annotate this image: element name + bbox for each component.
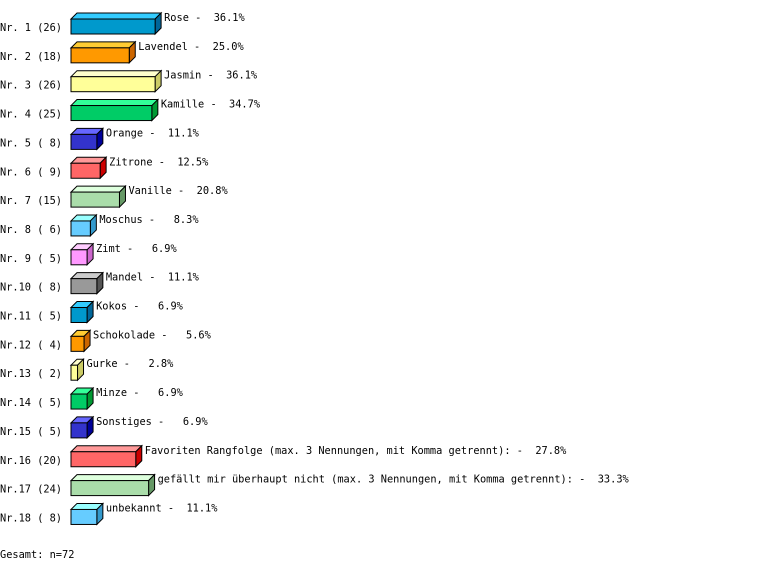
row-label: Nr.11 ( 5) bbox=[0, 311, 62, 323]
data-label: Gurke - 2.8% bbox=[87, 358, 175, 370]
row-label: Nr.10 ( 8) bbox=[0, 282, 62, 294]
data-label: Sonstiges - 6.9% bbox=[96, 416, 208, 428]
bar bbox=[70, 18, 156, 35]
row-label: Nr. 9 ( 5) bbox=[0, 253, 62, 265]
bar bbox=[70, 480, 150, 497]
row-label: Nr. 6 ( 9) bbox=[0, 166, 62, 178]
row-label: Nr.15 ( 5) bbox=[0, 426, 62, 438]
bar bbox=[70, 47, 130, 64]
data-label: Zimt - 6.9% bbox=[96, 243, 177, 255]
row-label: Nr. 3 (26) bbox=[0, 80, 62, 92]
row-label: Nr.17 (24) bbox=[0, 484, 62, 496]
data-label: Lavendel - 25.0% bbox=[138, 41, 244, 53]
row-label: Nr. 4 (25) bbox=[0, 109, 62, 121]
data-label: Kokos - 6.9% bbox=[96, 301, 184, 313]
bar-top bbox=[69, 185, 127, 193]
data-label: unbekannt - 11.1% bbox=[106, 502, 218, 514]
bar-top bbox=[69, 99, 160, 107]
row-label: Nr. 5 ( 8) bbox=[0, 137, 62, 149]
data-label: Zitrone - 12.5% bbox=[109, 156, 209, 168]
bar-top bbox=[69, 445, 143, 453]
row-label: Nr. 8 ( 6) bbox=[0, 224, 62, 236]
bar-top bbox=[69, 41, 137, 49]
row-label: Nr.13 ( 2) bbox=[0, 368, 62, 380]
bar bbox=[70, 393, 88, 410]
bar bbox=[70, 335, 85, 352]
row-label: Nr. 1 (26) bbox=[0, 22, 62, 34]
data-label: gefällt mir überhaupt nicht (max. 3 Nenn… bbox=[158, 474, 630, 486]
bar-top bbox=[69, 70, 163, 78]
bar bbox=[70, 105, 153, 122]
row-label: Nr.16 (20) bbox=[0, 455, 62, 467]
data-label: Rose - 36.1% bbox=[164, 12, 245, 24]
bar bbox=[70, 191, 120, 208]
bar-top bbox=[69, 12, 163, 20]
data-label: Minze - 6.9% bbox=[96, 387, 184, 399]
data-label: Kamille - 34.7% bbox=[161, 99, 261, 111]
row-label: Nr.18 ( 8) bbox=[0, 512, 62, 524]
data-label: Jasmin - 36.1% bbox=[164, 70, 258, 82]
bar bbox=[70, 307, 88, 323]
bar-top bbox=[69, 474, 156, 482]
row-label: Nr. 2 (18) bbox=[0, 51, 62, 63]
bar bbox=[70, 278, 98, 295]
bar bbox=[70, 249, 88, 266]
data-label: Mandel - 11.1% bbox=[106, 272, 200, 284]
total-label: Gesamt: n=72 bbox=[0, 549, 74, 561]
data-label: Moschus - 8.3% bbox=[99, 214, 199, 226]
data-label: Schokolade - 5.6% bbox=[93, 329, 212, 341]
row-label: Nr.14 ( 5) bbox=[0, 397, 62, 409]
bar bbox=[70, 133, 98, 150]
data-label: Orange - 11.1% bbox=[106, 127, 200, 139]
bar bbox=[70, 76, 156, 93]
data-label: Favoriten Rangfolge (max. 3 Nennungen, m… bbox=[145, 445, 567, 457]
bar bbox=[70, 451, 137, 468]
row-label: Nr. 7 (15) bbox=[0, 195, 62, 207]
bar bbox=[70, 364, 79, 381]
bar bbox=[70, 508, 98, 525]
bar bbox=[70, 422, 88, 439]
bar bbox=[70, 162, 101, 179]
bar bbox=[70, 220, 91, 237]
row-label: Nr.12 ( 4) bbox=[0, 339, 62, 351]
data-label: Vanille - 20.8% bbox=[128, 185, 228, 197]
